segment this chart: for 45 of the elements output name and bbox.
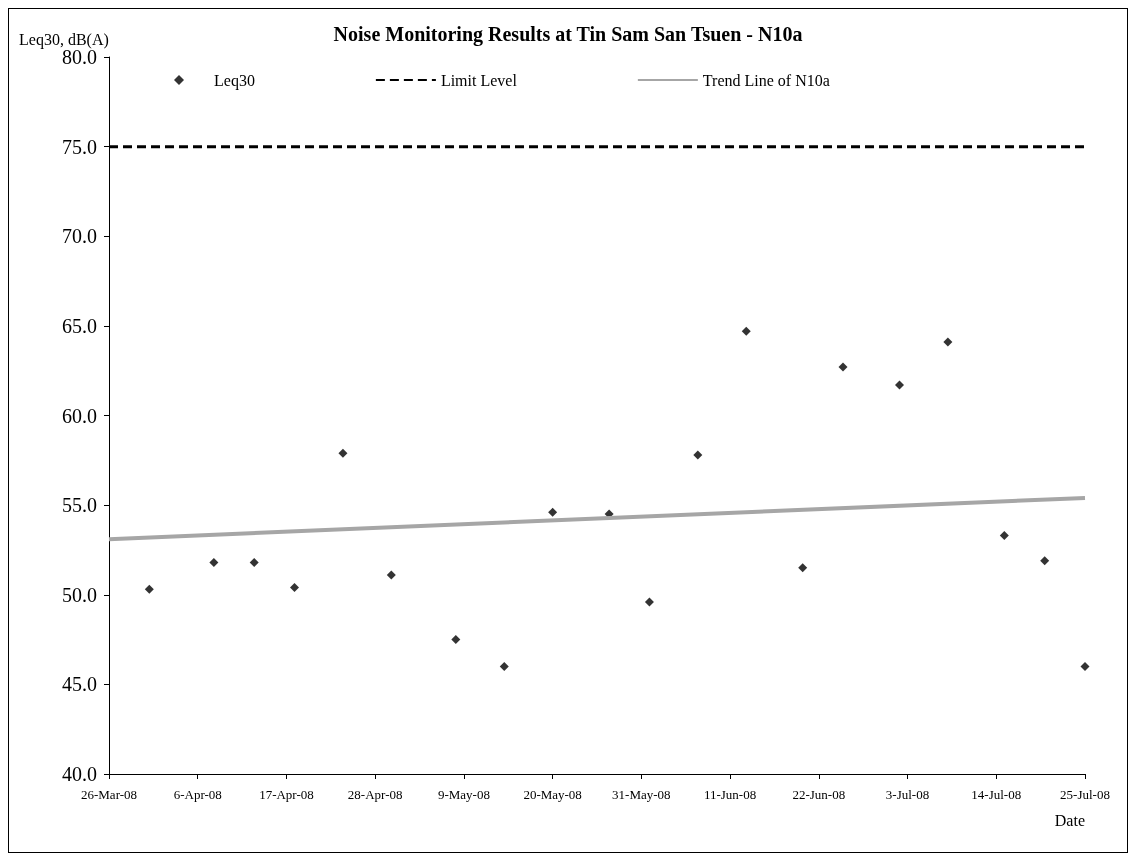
x-tick-label: 26-Mar-08 [80, 787, 138, 802]
legend-label: Limit Level [440, 71, 518, 89]
y-tick-label: 70.0 [62, 225, 97, 248]
point [338, 448, 348, 458]
point [894, 380, 904, 390]
x-tick-label: 3-Jul-08 [885, 787, 930, 802]
point [1080, 661, 1090, 671]
point [644, 597, 654, 607]
y-tick-label: 45.0 [62, 673, 97, 696]
x-tick-label: 31-May-08 [612, 787, 671, 802]
x-tick-label: 28-Apr-08 [347, 787, 403, 802]
point [693, 450, 703, 460]
point [144, 584, 154, 594]
point [209, 557, 219, 567]
x-tick-label: 22-Jun-08 [792, 787, 846, 802]
point [798, 563, 808, 573]
y-axis-title: Leq30, dB(A) [19, 30, 109, 49]
y-tick-label: 75.0 [62, 135, 97, 158]
x-tick-label: 11-Jun-08 [703, 787, 757, 802]
point [451, 635, 461, 645]
chart-title: Noise Monitoring Results at Tin Sam San Tsuen - N10a [333, 23, 803, 46]
x-tick-label: 20-May-08 [523, 787, 582, 802]
y-tick-label: 50.0 [62, 583, 97, 606]
y-tick-label: 40.0 [62, 763, 97, 785]
point [838, 362, 848, 372]
point [741, 326, 751, 336]
y-tick-label: 55.0 [62, 494, 97, 517]
point [386, 570, 396, 580]
x-tick-label: 17-Apr-08 [259, 787, 314, 802]
point [249, 557, 259, 567]
x-tick-label: 9-May-08 [437, 787, 490, 802]
point [943, 337, 953, 347]
x-tick-label: 14-Jul-08 [971, 787, 1022, 802]
x-axis-title: Date [1054, 811, 1085, 829]
point [499, 661, 509, 671]
legend-label: Leq30 [214, 71, 255, 90]
y-tick-label: 60.0 [62, 404, 97, 427]
point [548, 507, 558, 517]
x-tick-label: 25-Jul-08 [1060, 787, 1110, 802]
point [999, 531, 1009, 541]
y-tick-label: 65.0 [62, 314, 97, 337]
x-tick-label: 6-Apr-08 [173, 787, 222, 802]
point [1040, 556, 1050, 566]
legend-label: Trend Line of N10a [702, 71, 830, 89]
point [290, 583, 300, 593]
